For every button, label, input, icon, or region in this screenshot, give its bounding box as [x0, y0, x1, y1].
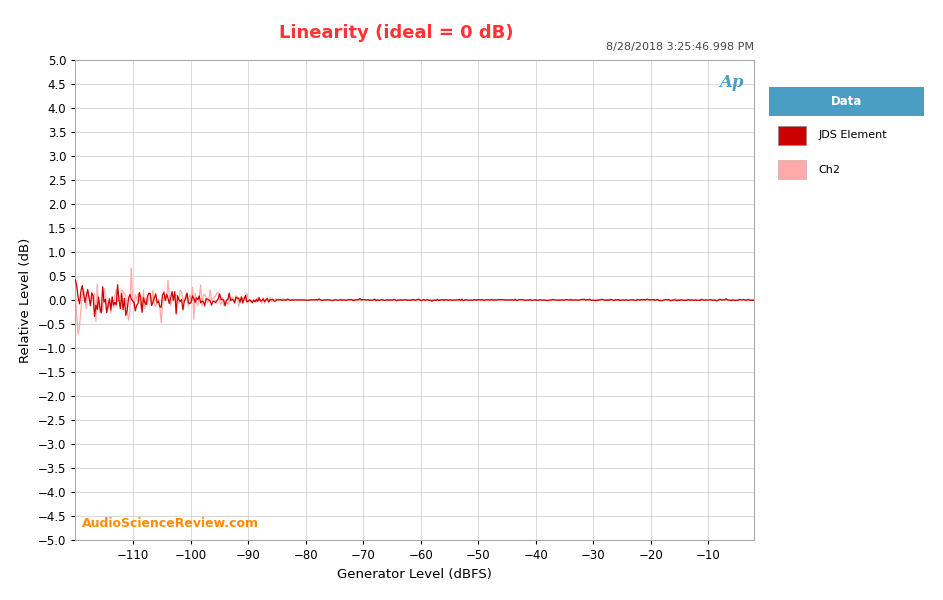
FancyBboxPatch shape [778, 126, 806, 145]
Text: AudioScienceReview.com: AudioScienceReview.com [82, 517, 259, 530]
Text: Ap: Ap [720, 74, 744, 91]
Y-axis label: Relative Level (dB): Relative Level (dB) [20, 238, 32, 362]
Text: 8/28/2018 3:25:46.998 PM: 8/28/2018 3:25:46.998 PM [606, 42, 754, 52]
FancyBboxPatch shape [778, 160, 806, 179]
Text: Ch2: Ch2 [819, 165, 840, 175]
Text: JDS Element: JDS Element [819, 130, 887, 140]
Text: Linearity (ideal = 0 dB): Linearity (ideal = 0 dB) [279, 24, 513, 42]
FancyBboxPatch shape [769, 87, 924, 116]
Text: Data: Data [831, 95, 862, 108]
X-axis label: Generator Level (dBFS): Generator Level (dBFS) [338, 568, 492, 581]
